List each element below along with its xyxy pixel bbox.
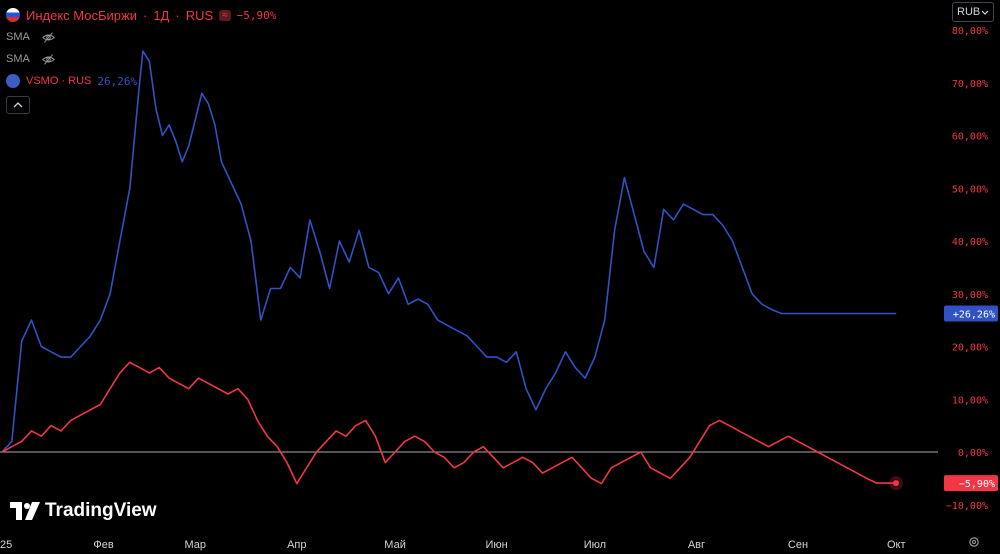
compare-row[interactable]: VSMO · RUS 26,26% [6,70,276,92]
y-tick-label: 10,00% [952,395,988,406]
last-point-marker [893,480,899,487]
tradingview-logo[interactable]: TradingView [10,500,157,522]
separator: · [175,7,180,23]
collapse-legend-button[interactable] [6,96,30,114]
y-tick-label: 80,00% [952,26,988,37]
last-value-label: +26,26% [953,309,995,320]
last-value-badge [944,305,998,322]
chevron-down-icon [981,10,989,15]
x-tick-label: Мар [185,539,207,551]
symbol-change: −5,90% [236,8,277,22]
vsmo-logo-icon [6,74,20,88]
indicator-row[interactable]: SMA [6,48,276,70]
x-tick-label: Сен [788,539,808,551]
exchange-label: RUS [185,7,214,23]
currency-select[interactable]: RUB [952,2,994,22]
series-line-imoex [1,361,893,485]
x-tick-label: Июн [486,539,508,551]
eye-off-icon[interactable] [41,53,55,66]
x-tick-label: Апр [287,539,306,551]
russia-flag-icon [6,8,20,22]
indicator-row[interactable]: SMA [6,26,276,48]
compare-name: VSMO · RUS [26,75,92,87]
logo-text: TradingView [45,500,157,521]
chevron-up-icon [13,102,23,108]
x-tick-label: Окт [887,539,906,551]
tradingview-logo-icon [10,502,40,520]
y-tick-label: 70,00% [952,79,988,90]
y-tick-label: 60,00% [952,132,988,143]
x-tick-label: Авг [688,539,705,551]
x-tick-label: Май [384,539,406,551]
y-tick-label: 0,00% [958,448,988,459]
x-tick-label: 25 [0,539,12,551]
interval-label[interactable]: 1Д [153,7,170,23]
last-value-badge [944,475,998,492]
x-tick-label: Фев [93,539,113,551]
y-tick-label: 30,00% [952,290,988,301]
approx-icon: ≈ [219,9,231,21]
separator: · [142,7,148,23]
currency-label: RUB [957,6,981,18]
gear-icon[interactable] [968,536,980,548]
y-tick-label: 50,00% [952,184,988,195]
x-tick-label: Июл [584,539,606,551]
y-tick-label: 40,00% [952,237,988,248]
symbol-title: Индекс МосБиржи [26,7,137,23]
last-value-label: −5,90% [959,479,995,490]
legend: Индекс МосБиржи · 1Д · RUS ≈ −5,90% SMA … [6,4,276,114]
indicator-label: SMA [6,53,30,65]
symbol-header[interactable]: Индекс МосБиржи · 1Д · RUS ≈ −5,90% [6,4,276,26]
compare-change: 26,26% [97,74,138,88]
y-tick-label: −10,00% [946,501,988,512]
indicator-label: SMA [6,31,30,43]
y-tick-label: 20,00% [952,343,988,354]
series-line-vsmo [1,50,897,453]
eye-off-icon[interactable] [41,31,55,44]
